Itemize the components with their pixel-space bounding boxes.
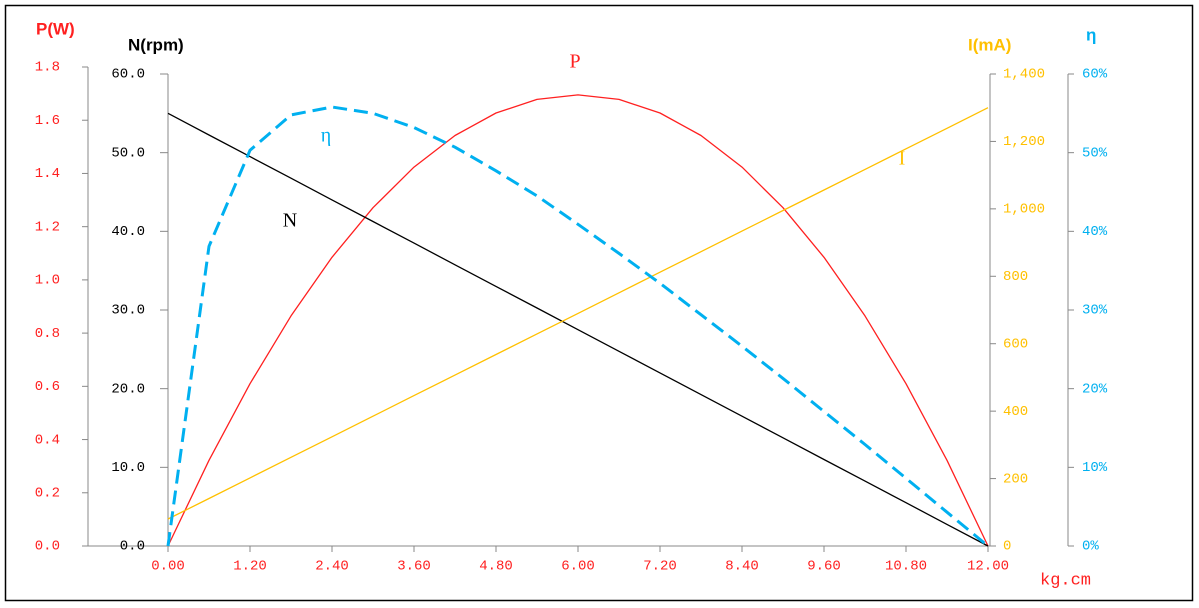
x-tick-label: 3.60: [397, 559, 431, 575]
x-tick-label: 12.00: [967, 559, 1009, 575]
y2-tick-label: 40.0: [111, 224, 145, 240]
y-tick-label: 0.0: [35, 539, 60, 555]
y3-tick-label: 200: [1003, 471, 1028, 487]
y2-tick-label: 0.0: [120, 539, 145, 555]
y-tick-label: 0.4: [35, 432, 60, 448]
y-tick-label: 1.8: [35, 60, 60, 76]
series-line: [167, 112, 989, 547]
y3-tick-label: 600: [1003, 336, 1028, 352]
y3-tick-label: 800: [1003, 269, 1028, 285]
series-label: η: [321, 125, 331, 147]
y3-tick-label: 400: [1003, 404, 1028, 420]
x-tick-label: 4.80: [479, 559, 513, 575]
y4-tick-label: 30%: [1082, 303, 1108, 319]
x-tick-label: 0.00: [151, 559, 185, 575]
y-tick-label: 1.4: [35, 166, 60, 182]
y4-tick-label: 0%: [1082, 539, 1099, 555]
y-tick-label: 0.8: [35, 326, 60, 342]
series-line: [166, 105, 989, 548]
eta-axis-title: η: [1086, 25, 1096, 44]
y2-tick-label: 10.0: [111, 460, 145, 476]
p-axis-title: P(W): [36, 19, 75, 38]
i-axis-title: I(mA): [968, 35, 1011, 54]
y-tick-label: 0.2: [35, 485, 60, 501]
series-label: P: [569, 51, 580, 73]
y2-tick-label: 30.0: [111, 303, 145, 319]
y3-tick-label: 1,000: [1003, 202, 1045, 218]
y-tick-label: 1.6: [35, 113, 60, 129]
y4-tick-label: 20%: [1082, 381, 1108, 397]
y-tick-label: 0.6: [35, 379, 60, 395]
y4-tick-label: 10%: [1082, 460, 1108, 476]
x-tick-label: 10.80: [885, 559, 927, 575]
n-axis-title: N(rpm): [128, 35, 184, 54]
x-tick-label: 8.40: [725, 559, 759, 575]
y-tick-label: 1.0: [35, 273, 60, 289]
y2-tick-label: 50.0: [111, 145, 145, 161]
y3-tick-label: 1,400: [1003, 67, 1045, 83]
series-line: [167, 94, 989, 547]
x-axis-title: kg.cm: [1040, 571, 1091, 590]
y3-tick-label: 0: [1003, 539, 1011, 555]
y4-tick-label: 40%: [1082, 224, 1108, 240]
x-tick-label: 7.20: [643, 559, 677, 575]
y2-tick-label: 20.0: [111, 381, 145, 397]
series-line: [167, 107, 989, 520]
y-tick-label: 1.2: [35, 219, 60, 235]
x-tick-label: 2.40: [315, 559, 349, 575]
y4-tick-label: 50%: [1082, 145, 1108, 161]
y4-tick-label: 60%: [1082, 67, 1108, 83]
y3-tick-label: 1,200: [1003, 134, 1045, 150]
series-label: I: [899, 148, 906, 170]
y2-tick-label: 60.0: [111, 67, 145, 83]
x-tick-label: 9.60: [807, 559, 841, 575]
x-tick-label: 1.20: [233, 559, 267, 575]
series-label: N: [283, 210, 297, 232]
x-tick-label: 6.00: [561, 559, 595, 575]
